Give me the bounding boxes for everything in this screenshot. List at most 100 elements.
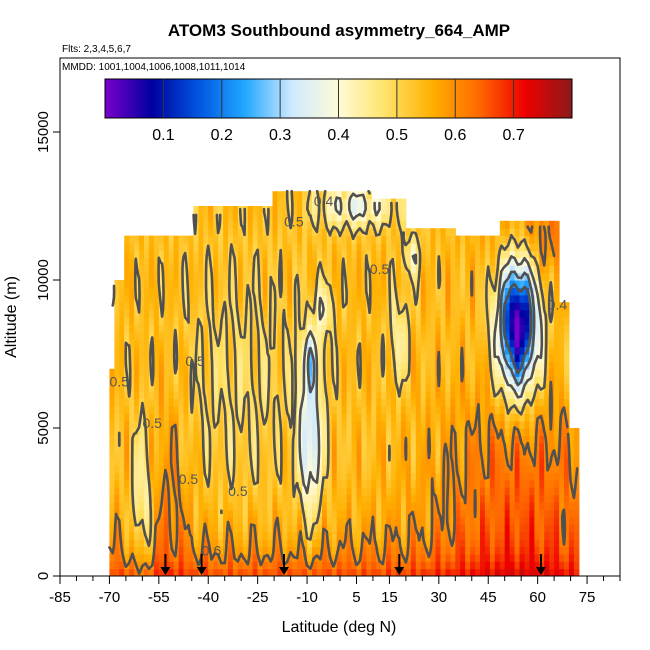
heatmap-cell: [405, 287, 412, 296]
heatmap-cell: [173, 413, 180, 422]
heatmap-cell: [381, 531, 387, 540]
heatmap-cell: [183, 479, 189, 488]
heatmap-cell: [544, 516, 550, 525]
heatmap-cell: [376, 280, 382, 288]
heatmap-cell: [509, 502, 516, 510]
heatmap-cell: [519, 457, 525, 466]
heatmap-cell: [475, 361, 481, 370]
contour-level-0.3: [306, 270, 536, 394]
heatmap-cell: [391, 287, 397, 296]
heatmap-cell: [237, 502, 244, 510]
heatmap-cell: [420, 405, 427, 414]
heatmap-cell: [489, 331, 496, 340]
heatmap-cell: [307, 354, 313, 362]
heatmap-cell: [480, 243, 486, 251]
heatmap-cell: [381, 257, 387, 266]
heatmap-cell: [489, 546, 496, 555]
heatmap-cell: [371, 420, 377, 429]
heatmap-cell: [564, 302, 570, 311]
heatmap-cell: [223, 457, 229, 466]
heatmap-cell: [559, 561, 565, 570]
heatmap-cell: [494, 472, 501, 481]
heatmap-cell: [430, 405, 437, 414]
heatmap-cell: [292, 257, 298, 266]
heatmap-cell: [148, 331, 155, 340]
heatmap-cell: [316, 546, 323, 555]
heatmap-cell: [232, 494, 239, 503]
heatmap-cell: [484, 398, 491, 407]
heatmap-cell: [391, 206, 397, 214]
heatmap-cell: [262, 553, 269, 562]
heatmap-cell: [326, 494, 333, 503]
heatmap-cell: [386, 502, 392, 510]
heatmap-cell: [262, 472, 269, 481]
heatmap-cell: [400, 383, 407, 392]
heatmap-cell: [153, 413, 160, 422]
flights-subtitle: Flts: 2,3,4,5,6,7: [62, 44, 131, 55]
heatmap-cell: [489, 235, 496, 244]
heatmap-cell: [391, 331, 397, 340]
heatmap-cell: [559, 376, 565, 385]
heatmap-cell: [198, 450, 204, 459]
heatmap-cell: [475, 243, 481, 251]
heatmap-cell: [346, 479, 353, 488]
heatmap-cell: [316, 398, 323, 407]
heatmap-cell: [430, 361, 437, 370]
heatmap-cell: [307, 413, 313, 422]
heatmap-cell: [480, 524, 486, 533]
heatmap-cell: [139, 391, 145, 399]
heatmap-cell: [114, 413, 120, 422]
heatmap-cell: [494, 450, 501, 459]
heatmap-cell: [213, 435, 219, 444]
heatmap-cell: [134, 235, 140, 244]
heatmap-cell: [341, 346, 348, 355]
heatmap-cell: [336, 198, 343, 207]
heatmap-cell: [114, 561, 120, 570]
heatmap-cell: [208, 243, 214, 251]
heatmap-cell: [346, 354, 353, 362]
heatmap-cell: [534, 280, 540, 288]
heatmap-cell: [183, 361, 189, 370]
heatmap-cell: [455, 265, 461, 274]
heatmap-cell: [336, 398, 343, 407]
heatmap-cell: [415, 553, 422, 562]
heatmap-cell: [366, 235, 372, 244]
heatmap-cell: [420, 428, 427, 436]
heatmap-cell: [213, 287, 219, 296]
heatmap-cell: [410, 472, 417, 481]
heatmap-cell: [168, 568, 175, 576]
heatmap-cell: [534, 494, 540, 503]
heatmap-cell: [193, 265, 199, 274]
heatmap-cell: [203, 368, 209, 377]
heatmap-cell: [331, 235, 338, 244]
heatmap-cell: [119, 531, 125, 540]
heatmap-cell: [119, 472, 125, 481]
heatmap-cell: [183, 294, 189, 303]
heatmap-cell: [213, 546, 219, 555]
heatmap-cell: [366, 339, 372, 348]
heatmap-cell: [267, 420, 273, 429]
heatmap-cell: [336, 280, 343, 288]
heatmap-cell: [361, 354, 367, 362]
heatmap-cell: [287, 361, 293, 370]
heatmap-cell: [381, 442, 387, 451]
heatmap-cell: [307, 250, 313, 259]
heatmap-cell: [376, 539, 382, 547]
heatmap-cell: [331, 539, 338, 547]
heatmap-cell: [287, 561, 293, 570]
heatmap-cell: [257, 457, 264, 466]
heatmap-cell: [465, 539, 471, 547]
heatmap-cell: [410, 302, 417, 311]
heatmap-cell: [153, 568, 160, 576]
heatmap-cell: [499, 524, 506, 533]
heatmap-cell: [410, 235, 417, 244]
heatmap-cell: [326, 391, 333, 399]
heatmap-cell: [544, 302, 550, 311]
heatmap-cell: [489, 302, 496, 311]
heatmap-cell: [420, 317, 427, 325]
heatmap-cell: [326, 257, 333, 266]
heatmap-cell: [415, 294, 422, 303]
heatmap-cell: [109, 405, 115, 414]
heatmap-cell: [173, 376, 180, 385]
heatmap-cell: [504, 472, 511, 481]
